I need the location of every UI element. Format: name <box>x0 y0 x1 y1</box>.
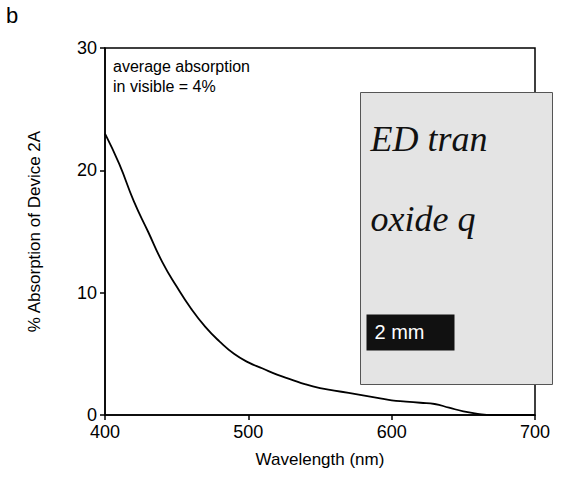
svg-text:oxide q: oxide q <box>371 199 476 239</box>
svg-text:average absorption: average absorption <box>113 58 250 75</box>
svg-text:20: 20 <box>77 160 97 180</box>
svg-text:30: 30 <box>77 38 97 58</box>
svg-text:Wavelength (nm): Wavelength (nm) <box>256 450 385 469</box>
svg-text:% Absorption of Device 2A: % Absorption of Device 2A <box>25 130 44 332</box>
svg-text:10: 10 <box>77 283 97 303</box>
svg-text:in visible = 4%: in visible = 4% <box>113 78 216 95</box>
svg-text:700: 700 <box>520 422 550 442</box>
svg-text:500: 500 <box>233 422 263 442</box>
svg-text:2 mm: 2 mm <box>375 321 425 343</box>
svg-text:400: 400 <box>90 422 120 442</box>
svg-text:ED tran: ED tran <box>370 119 488 159</box>
svg-text:b: b <box>6 3 18 28</box>
svg-text:0: 0 <box>87 405 97 425</box>
svg-text:600: 600 <box>377 422 407 442</box>
